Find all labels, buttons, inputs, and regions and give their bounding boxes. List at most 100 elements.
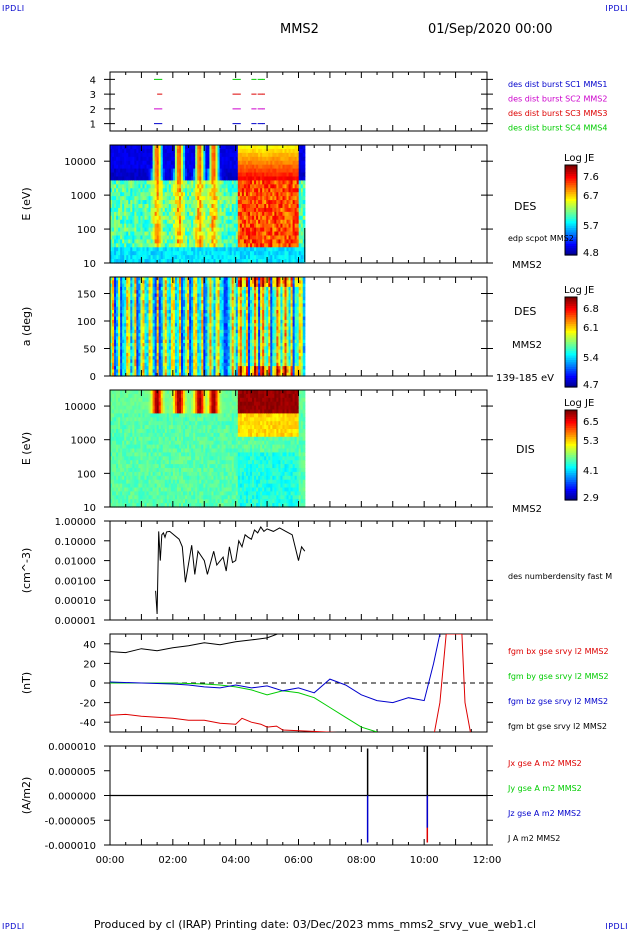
bfield-line-bz <box>110 634 441 704</box>
current-y-tick-label: 0.000000 <box>48 792 96 803</box>
colorbar-cell <box>565 482 577 485</box>
colorbar-tick-label: 6.1 <box>583 323 599 334</box>
colorbar-cell <box>565 423 577 427</box>
time-tick-label: 10:00 <box>410 855 439 866</box>
des-pitch-angle-y-tick-label: 150 <box>77 290 96 301</box>
colorbar-cell <box>565 196 577 200</box>
colorbar-tick-label: 7.6 <box>583 172 599 183</box>
colorbar-cell <box>565 225 577 229</box>
colorbar-cell <box>565 353 577 357</box>
colorbar-cell <box>565 441 577 445</box>
colorbar-cell <box>565 455 577 458</box>
footer-credit: Produced by cl (IRAP) Printing date: 03/… <box>93 918 537 931</box>
current-y-label: (A/m2) <box>20 777 33 815</box>
colorbar-cell <box>565 457 577 461</box>
colorbar-cell <box>565 248 577 252</box>
colorbar-cell <box>565 495 577 499</box>
colorbar-cell <box>565 308 577 312</box>
colorbar-cell <box>565 468 577 472</box>
des-energy-y-tick-label: 10000 <box>64 157 96 168</box>
colorbar-tick-label: 5.3 <box>583 436 599 447</box>
colorbar-cell <box>565 239 577 243</box>
colorbar-cell <box>565 479 577 483</box>
colorbar-cell <box>565 321 577 325</box>
colorbar-cell <box>565 346 577 350</box>
colorbar-cell <box>565 297 577 300</box>
density-y-tick-label: 0.00001 <box>55 616 96 627</box>
colorbar-cell <box>565 344 577 348</box>
colorbar-cell <box>565 342 577 345</box>
colorbar-cell <box>565 339 577 343</box>
current-y-tick-label: -0.000010 <box>45 841 96 852</box>
colorbar-cell <box>565 319 577 323</box>
time-tick-label: 02:00 <box>158 855 187 866</box>
colorbar-cell <box>565 310 577 314</box>
colorbar-tick-label: 2.9 <box>583 493 599 504</box>
colorbar-cell <box>565 169 577 173</box>
colorbar-cell <box>565 219 577 222</box>
current-legend-entry: Jx gse A m2 MMS2 <box>507 759 582 768</box>
colorbar-cell <box>565 237 577 240</box>
colorbar-cell <box>565 486 577 490</box>
colorbar-cell <box>565 317 577 321</box>
colorbar-cell <box>565 437 577 440</box>
colorbar-cell <box>565 201 577 204</box>
colorbar-cell <box>565 351 577 354</box>
time-tick-label: 06:00 <box>284 855 313 866</box>
colorbar-cell <box>565 484 577 488</box>
colorbar-cell <box>565 425 577 429</box>
burst-y-tick-label: 2 <box>90 105 96 116</box>
colorbar-cell <box>565 228 577 231</box>
colorbar-cell <box>565 203 577 207</box>
des-energy-sc-label: MMS2 <box>512 260 542 271</box>
colorbar-cell <box>565 493 577 497</box>
burst-y-tick-label: 3 <box>90 90 96 101</box>
des-pitch-angle-colorbar <box>564 296 578 388</box>
colorbar-cell <box>565 216 577 220</box>
colorbar-cell <box>565 355 577 359</box>
bfield-legend-entry: fgm by gse srvy l2 MMS2 <box>508 672 609 681</box>
colorbar-cell <box>565 450 577 454</box>
colorbar-cell <box>565 185 577 189</box>
bfield-legend-entry: fgm bx gse srvy l2 MMS2 <box>508 647 609 656</box>
colorbar-cell <box>565 364 577 368</box>
colorbar-cell <box>565 414 577 418</box>
density-y-tick-label: 0.10000 <box>55 537 96 548</box>
dis-energy-colorbar <box>564 409 578 501</box>
colorbar-frame <box>564 164 578 256</box>
colorbar-cell <box>565 448 577 452</box>
pad-sc-label: MMS2 <box>512 340 542 351</box>
des-energy-y-tick-label: 10 <box>83 259 96 270</box>
bfield-legend-entry: fgm bt gse srvy l2 MMS2 <box>508 722 607 731</box>
colorbar-cell <box>565 192 577 195</box>
colorbar-cell <box>565 337 577 341</box>
colorbar-cell <box>565 461 577 465</box>
colorbar-cell <box>565 183 577 186</box>
colorbar-tick-label: 6.5 <box>583 417 599 428</box>
dis-sc-label: MMS2 <box>512 504 542 515</box>
colorbar-tick-label: 4.1 <box>583 466 599 477</box>
colorbar-cell <box>565 324 577 327</box>
colorbar-cell <box>565 187 577 191</box>
bfield-y-tick-label: -40 <box>80 718 96 729</box>
colorbar-cell <box>565 180 577 184</box>
current-y-tick-label: -0.000005 <box>45 816 96 827</box>
colorbar-cell <box>565 380 577 384</box>
colorbar-tick-label: 5.4 <box>583 353 599 364</box>
colorbar-cell <box>565 439 577 443</box>
colorbar-cell <box>565 366 577 370</box>
density-line <box>155 526 306 615</box>
dis-instrument-label: DIS <box>516 443 535 456</box>
colorbar-cell <box>565 373 577 377</box>
colorbar-frame <box>564 409 578 501</box>
colorbar-cell <box>565 174 577 177</box>
density-y-label: (cm^-3) <box>20 548 33 594</box>
density-panel-frame <box>109 520 488 621</box>
colorbar-frame <box>564 296 578 388</box>
current-y-tick-label: 0.000010 <box>48 742 96 753</box>
colorbar-cell <box>565 167 577 171</box>
colorbar-tick-label: 4.8 <box>583 248 599 259</box>
colorbar-cell <box>565 165 577 168</box>
pad-energy-range-label: 139-185 eV <box>496 373 554 384</box>
des-pitch-angle-cells <box>110 277 306 377</box>
